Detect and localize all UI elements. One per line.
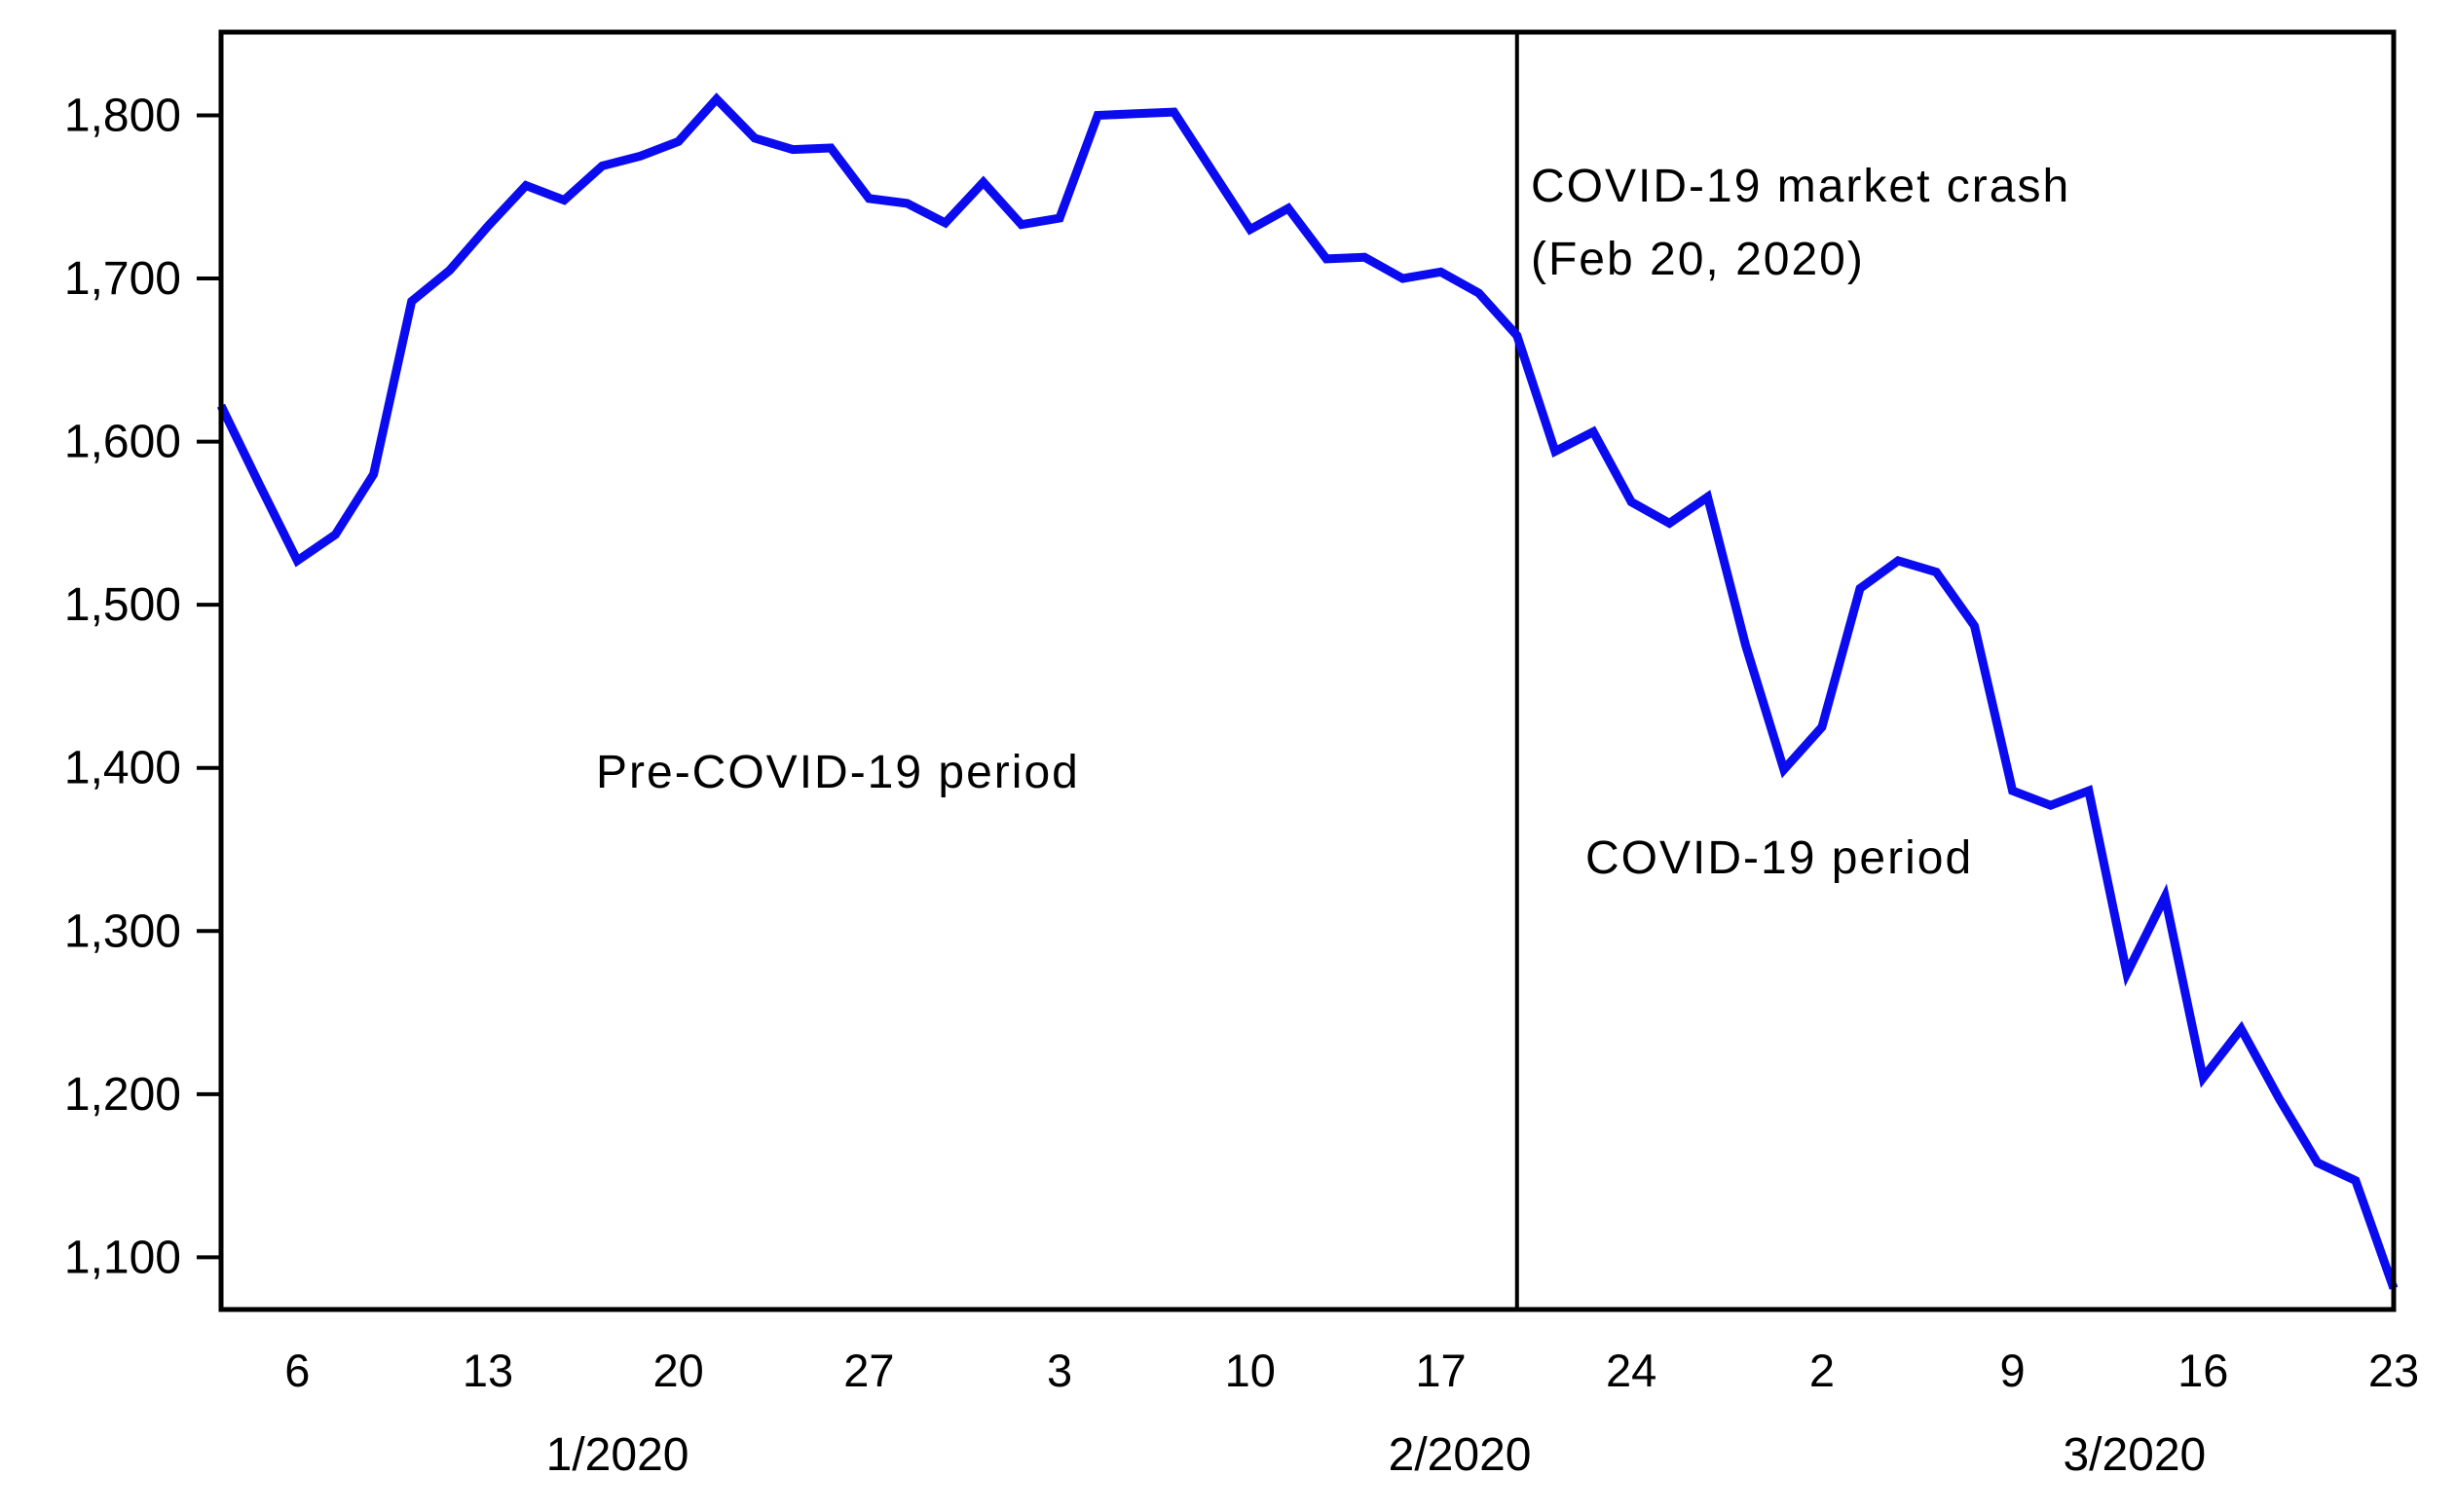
annotation-covid-period: COVID-19 period: [1585, 832, 1973, 884]
chart-generated-layer: 1,800 1,700 1,600 1,500 1,400 1,300 1,200 1,100…: [64, 29, 2419, 1481]
y-tick-label: 1,200: [64, 1069, 181, 1121]
plot-border: [218, 29, 2397, 1312]
x-tick-label: 16: [2177, 1345, 2228, 1396]
y-tick-label: 1,100: [64, 1232, 181, 1283]
y-tick-label: 1,500: [64, 579, 181, 631]
x-tick-label: 13: [463, 1345, 513, 1396]
annotation-pre-covid-period: Pre-COVID-19 period: [596, 747, 1080, 798]
y-tick-label: 1,600: [64, 417, 181, 468]
x-tick-label: 20: [653, 1345, 704, 1396]
x-month-label: 1/2020: [546, 1429, 689, 1481]
y-tick-label: 1,300: [64, 905, 181, 957]
x-tick-label: 3: [1047, 1345, 1072, 1396]
x-tick-label: 10: [1225, 1345, 1276, 1396]
price-line: [216, 92, 2399, 1290]
y-tick-label: 1,400: [64, 743, 181, 794]
x-tick-label: 2: [1809, 1345, 1835, 1396]
y-tick-label: 1,700: [64, 253, 181, 305]
x-month-label: 3/2020: [2063, 1429, 2206, 1481]
x-tick-label: 9: [2000, 1345, 2026, 1396]
x-tick-label: 23: [2368, 1345, 2419, 1396]
x-month-label: 2/2020: [1389, 1429, 1532, 1481]
x-tick-label: 27: [843, 1345, 894, 1396]
annotation-crash-line2: (Feb 20, 2020): [1531, 234, 1865, 285]
x-tick-label: 17: [1415, 1345, 1466, 1396]
x-tick-label: 24: [1606, 1345, 1656, 1396]
annotation-crash-line1: COVID-19 market crash: [1531, 161, 2070, 212]
x-tick-label: 6: [284, 1345, 310, 1396]
y-tick-label: 1,800: [64, 90, 181, 141]
